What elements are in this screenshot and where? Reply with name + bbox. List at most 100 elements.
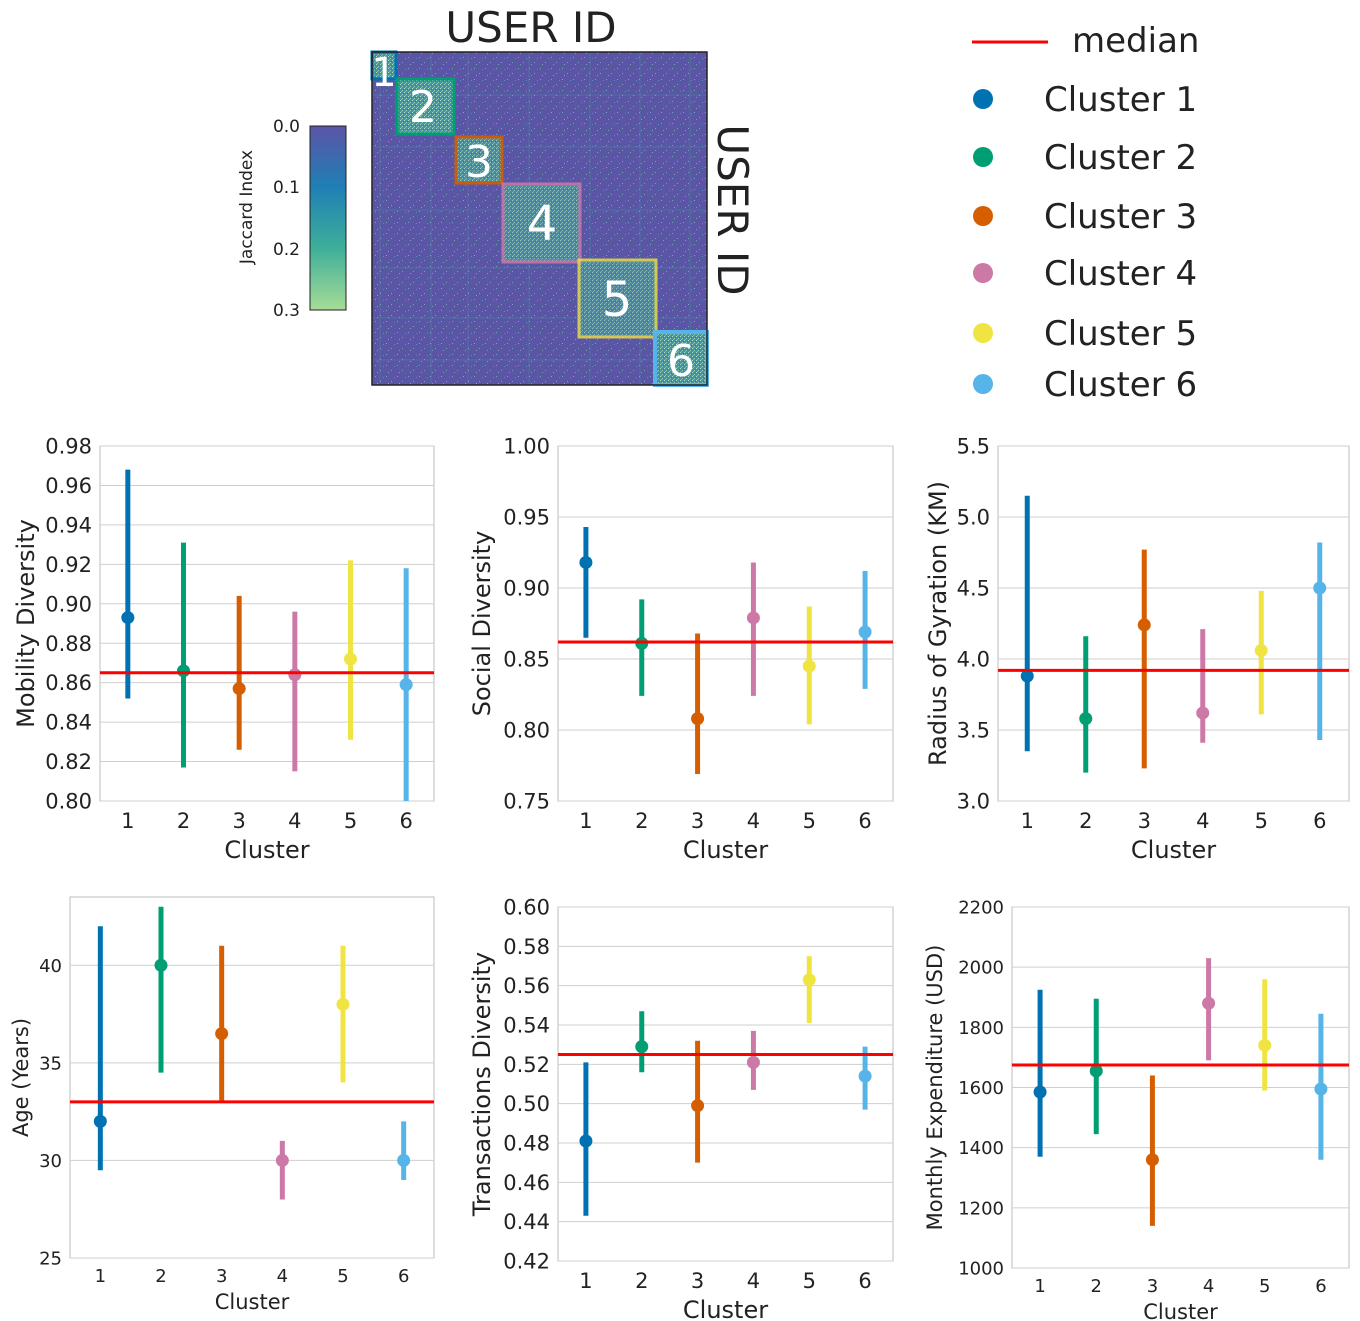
- panel-1: 0.80 0.82 0.84 0.86 0.88 0.90 0.92 0.94 0.96 0.98…: [12, 435, 435, 864]
- y-tick-label: 0.84: [45, 711, 92, 735]
- x-tick-label: 4: [747, 809, 760, 833]
- y-tick-label: 0.44: [503, 1210, 550, 1234]
- legend-dot-5: [973, 323, 993, 343]
- x-tick-label: 4: [1203, 1276, 1214, 1297]
- point-cluster-2: [154, 958, 168, 972]
- y-tick-label: 5.5: [957, 435, 990, 459]
- point-cluster-6: [1314, 1082, 1328, 1096]
- point-cluster-5: [802, 973, 816, 987]
- x-tick-label: 3: [1138, 809, 1151, 833]
- x-tick-label: 6: [858, 1269, 871, 1293]
- colorbar-tick-0: 0.0: [273, 117, 300, 137]
- x-tick-label: 2: [635, 809, 648, 833]
- x-tick-label: 3: [691, 1269, 704, 1293]
- y-tick-label: 0.50: [503, 1092, 550, 1116]
- y-axis-label: Transactions Diversity: [468, 952, 496, 1217]
- x-tick-label: 3: [216, 1266, 227, 1287]
- point-cluster-5: [802, 659, 816, 673]
- x-tick-label: 2: [635, 1269, 648, 1293]
- y-tick-label: 0.75: [503, 790, 550, 814]
- y-tick-label: 5.0: [957, 506, 990, 530]
- y-tick-label: 0.58: [503, 935, 550, 959]
- y-tick-label: 0.48: [503, 1132, 550, 1156]
- x-tick-label: 6: [1313, 809, 1326, 833]
- y-tick-label: 0.94: [45, 513, 92, 537]
- point-cluster-2: [1079, 712, 1093, 726]
- legend-dot-3: [973, 206, 993, 226]
- panel-4: 25 30 35 40 1 2 3 4 5 6 Cluster Age (Years): [9, 896, 435, 1314]
- legend-label-3: Cluster 3: [1044, 197, 1197, 237]
- x-tick-label: 5: [803, 1269, 816, 1293]
- plot-frame: [99, 445, 435, 802]
- point-cluster-1: [1020, 669, 1034, 683]
- point-cluster-3: [1137, 618, 1151, 632]
- point-cluster-3: [215, 1027, 229, 1041]
- point-cluster-4: [1196, 706, 1210, 720]
- point-cluster-5: [336, 997, 350, 1011]
- point-cluster-4: [746, 611, 760, 625]
- heatmap-label-2: 2: [409, 82, 437, 133]
- y-tick-label: 0.90: [45, 592, 92, 616]
- y-tick-label: 2000: [958, 958, 1004, 979]
- point-cluster-6: [1313, 581, 1327, 595]
- x-axis-label: Cluster: [1131, 836, 1216, 864]
- plot-frame: [557, 445, 894, 802]
- legend-label-5: Cluster 5: [1044, 314, 1197, 354]
- x-tick-label: 6: [398, 1266, 409, 1287]
- x-tick-label: 6: [399, 809, 412, 833]
- x-tick-label: 6: [1315, 1276, 1326, 1297]
- plot-frame: [997, 445, 1350, 802]
- x-tick-label: 1: [95, 1266, 106, 1287]
- point-cluster-4: [288, 668, 302, 682]
- x-tick-label: 5: [803, 809, 816, 833]
- y-tick-label: 0.90: [503, 577, 550, 601]
- x-axis-label: Cluster: [224, 836, 309, 864]
- legend-median-label: median: [1072, 21, 1199, 61]
- x-tick-label: 1: [121, 809, 134, 833]
- y-tick-label: 1.00: [503, 435, 550, 459]
- x-tick-label: 2: [1079, 809, 1092, 833]
- y-tick-label: 0.60: [503, 896, 550, 920]
- y-tick-label: 40: [39, 956, 62, 977]
- heatmap-block-5: [577, 258, 658, 339]
- legend-label-4: Cluster 4: [1044, 254, 1197, 294]
- heatmap-block-3: [454, 135, 504, 185]
- x-tick-label: 5: [1255, 809, 1268, 833]
- y-tick-label: 3.0: [957, 790, 990, 814]
- x-tick-label: 4: [747, 1269, 760, 1293]
- point-cluster-3: [232, 682, 246, 696]
- y-tick-label: 0.42: [503, 1250, 550, 1274]
- point-cluster-5: [1254, 643, 1268, 657]
- point-cluster-1: [579, 1134, 593, 1148]
- legend-dot-2: [973, 147, 993, 167]
- x-axis-label: Cluster: [683, 836, 768, 864]
- x-tick-label: 1: [1034, 1276, 1045, 1297]
- heatmap-block-2: [395, 77, 456, 136]
- point-cluster-6: [399, 678, 413, 692]
- x-axis-label: Cluster: [1143, 1300, 1218, 1321]
- heatmap-label-5: 5: [602, 272, 633, 328]
- heatmap-label-4: 4: [527, 196, 558, 252]
- x-tick-label: 1: [1021, 809, 1034, 833]
- y-tick-label: 35: [39, 1053, 62, 1074]
- y-axis-label: Radius of Gyration (KM): [924, 481, 952, 766]
- x-tick-label: 4: [1196, 809, 1209, 833]
- panel-5: 0.42 0.44 0.46 0.48 0.50 0.52 0.54 0.56 0.58 0.60…: [468, 896, 894, 1321]
- y-tick-label: 0.95: [503, 506, 550, 530]
- point-cluster-1: [93, 1114, 107, 1128]
- point-cluster-2: [635, 1040, 649, 1054]
- point-cluster-4: [1202, 996, 1216, 1010]
- colorbar-tick-2: 0.2: [273, 240, 300, 260]
- point-cluster-3: [1145, 1153, 1159, 1167]
- heatmap-label-1: 1: [371, 50, 396, 96]
- y-tick-label: 3.5: [957, 719, 990, 743]
- jaccard-heatmap: USER ID 1 2 3 4 5 6 U: [237, 3, 757, 387]
- panel-2: 0.75 0.80 0.85 0.90 0.95 1.00 1 2 3 4 5 6 Cluster Soc…: [468, 435, 894, 864]
- x-tick-label: 5: [337, 1266, 348, 1287]
- point-cluster-6: [858, 1069, 872, 1083]
- y-tick-label: 0.85: [503, 648, 550, 672]
- legend: median Cluster 1 Cluster 2 Cluster 3 Clu…: [972, 21, 1199, 405]
- heatmap-title-right: USER ID: [708, 124, 757, 295]
- x-tick-label: 2: [155, 1266, 166, 1287]
- y-axis-label: Social Diversity: [468, 531, 496, 717]
